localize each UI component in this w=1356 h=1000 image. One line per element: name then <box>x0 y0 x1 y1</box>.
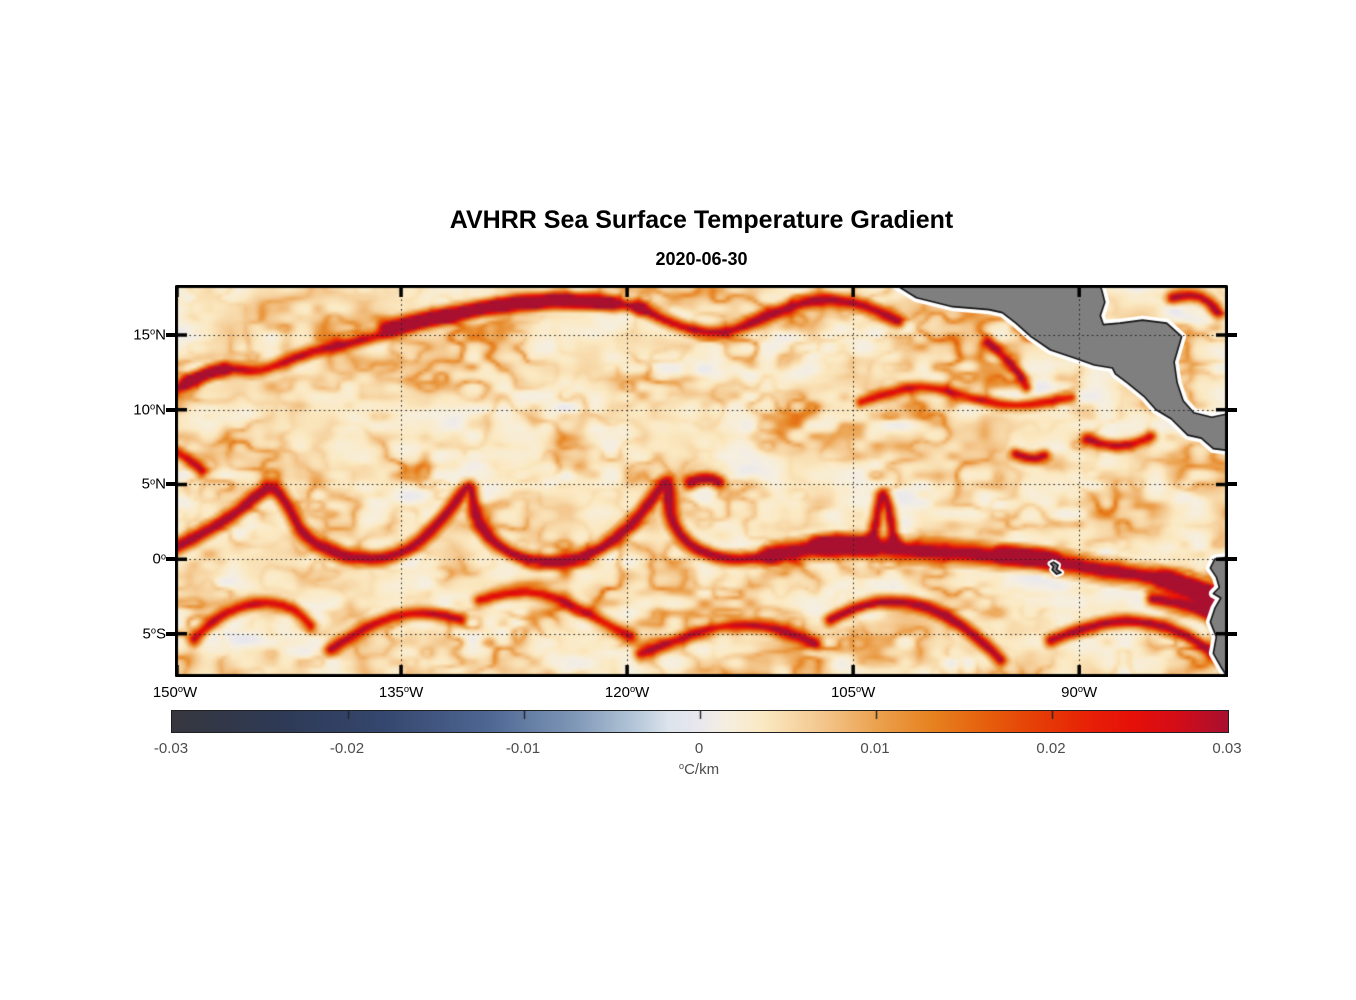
colorbar-tick-label: 0.03 <box>1212 740 1242 757</box>
colorbar-unit-label: oC/km <box>678 761 720 778</box>
lat-tick-label: 0o <box>152 550 166 568</box>
lat-tick-mark <box>166 631 175 636</box>
lon-tick-label: 120oW <box>604 684 650 701</box>
colorbar-tick-label: 0.02 <box>1036 740 1066 757</box>
chart-title: AVHRR Sea Surface Temperature Gradient <box>449 206 954 234</box>
lat-tick-mark <box>1228 407 1237 412</box>
lat-tick-label: 5oN <box>141 475 166 493</box>
lat-tick-mark <box>1228 557 1237 562</box>
colorbar-tick-label: 0.01 <box>860 740 890 757</box>
lat-tick-mark <box>166 333 175 338</box>
lat-tick-mark <box>1228 333 1237 338</box>
lat-tick-label: 10oN <box>133 401 166 419</box>
colorbar-tick-label: -0.01 <box>505 740 541 757</box>
colorbar-tick-label: 0 <box>694 740 704 757</box>
lat-tick-label: 5oS <box>142 625 166 643</box>
colorbar-tick-label: -0.02 <box>329 740 365 757</box>
sst-gradient-heatmap <box>175 285 1228 677</box>
colorbar-tick-label: -0.03 <box>153 740 189 757</box>
lat-tick-mark <box>166 557 175 562</box>
chart-subtitle: 2020-06-30 <box>655 249 748 269</box>
lat-tick-mark <box>166 482 175 487</box>
lon-tick-label: 105oW <box>830 684 876 701</box>
lon-tick-label: 150oW <box>152 684 198 701</box>
lon-tick-label: 135oW <box>378 684 424 701</box>
lat-tick-mark <box>166 407 175 412</box>
lat-tick-label: 15oN <box>133 326 166 344</box>
lat-tick-mark <box>1228 631 1237 636</box>
lon-tick-label: 90oW <box>1061 684 1098 701</box>
colorbar <box>171 710 1229 733</box>
lat-tick-mark <box>1228 482 1237 487</box>
